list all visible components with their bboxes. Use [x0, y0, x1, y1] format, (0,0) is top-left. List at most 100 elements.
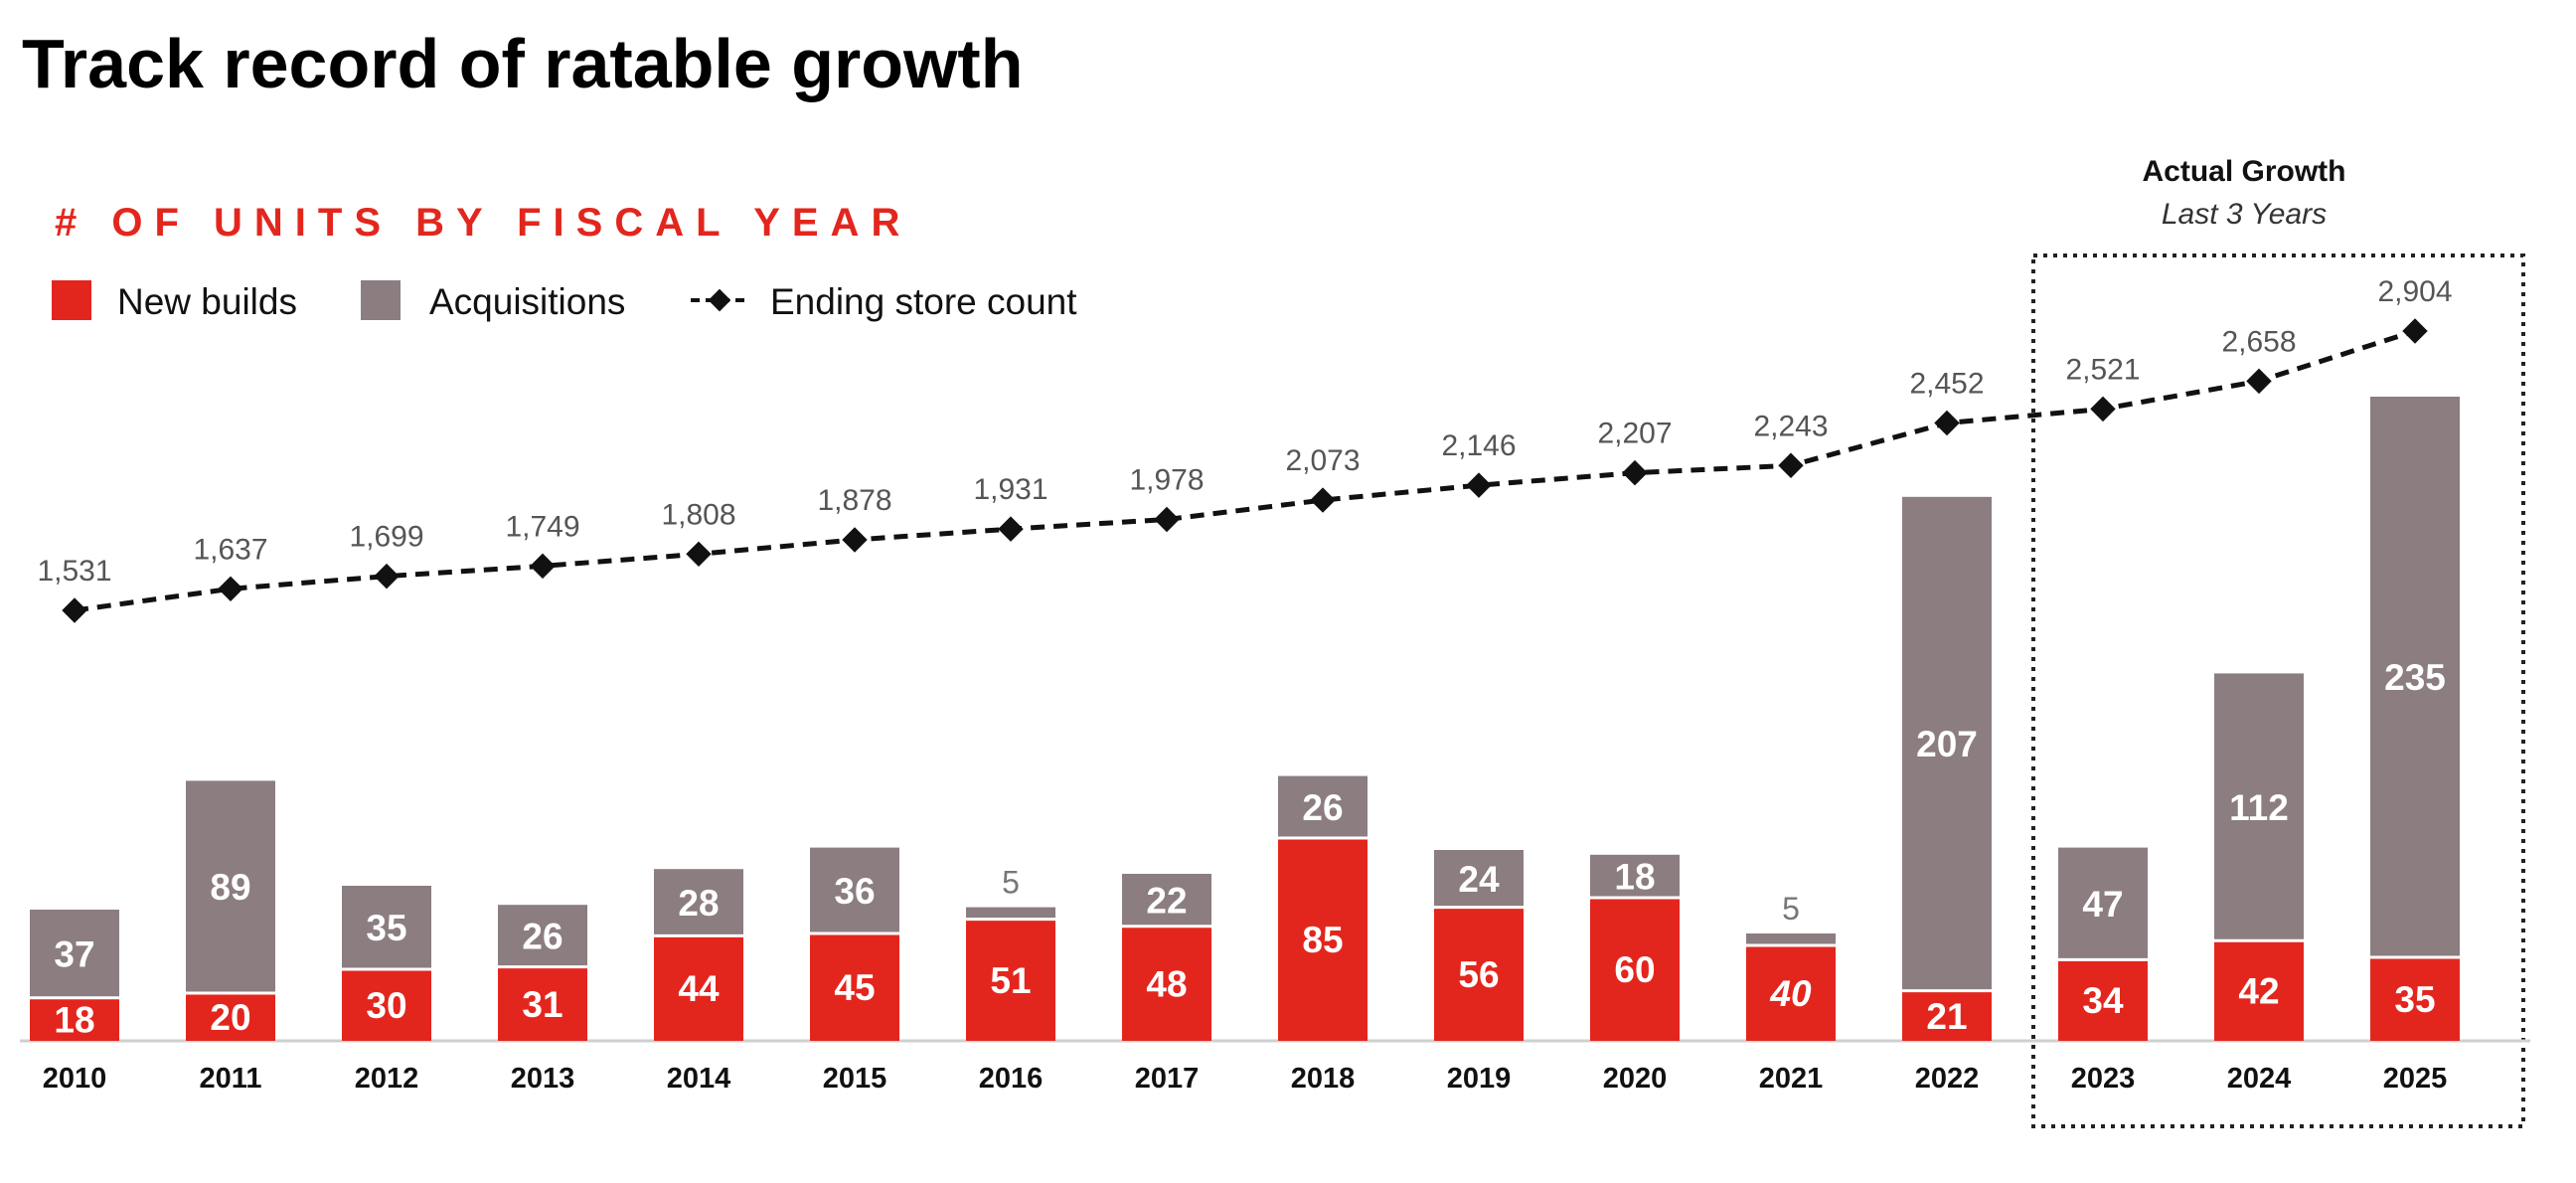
- label-acquisitions-2021: 5: [1782, 891, 1800, 927]
- label-acquisitions-2022: 207: [1916, 724, 1978, 764]
- label-acquisitions-2023: 47: [2082, 884, 2123, 925]
- label-new-builds-2018: 85: [1302, 920, 1343, 960]
- bar-acquisitions-2023: [2058, 847, 2148, 960]
- label-acquisitions-2014: 28: [678, 883, 719, 924]
- bar-acquisitions-2014: [654, 869, 743, 936]
- store-count-line-layer: 1,531 1,637 1,699 1,749 1,808 1,878 1,931 1,978…: [37, 275, 2453, 623]
- bar-acquisitions-2010: [30, 910, 119, 998]
- store-count-marker-2012: [374, 563, 400, 590]
- store-count-label-2010: 1,531: [37, 555, 111, 588]
- store-count-marker-2021: [1778, 452, 1804, 479]
- bar-new-builds-2020: [1590, 898, 1680, 1041]
- bar-acquisitions-2015: [810, 847, 899, 933]
- store-count-label-2015: 1,878: [817, 484, 891, 517]
- label-acquisitions-2011: 89: [210, 867, 250, 908]
- store-count-marker-2011: [218, 576, 243, 602]
- bar-new-builds-2025: [2370, 957, 2460, 1041]
- store-count-marker-2023: [2090, 396, 2116, 422]
- label-new-builds-2025: 35: [2394, 979, 2435, 1020]
- bar-acquisitions-2017: [1122, 874, 1211, 927]
- label-acquisitions-2024: 112: [2229, 787, 2289, 828]
- store-count-label-2024: 2,658: [2221, 325, 2296, 358]
- label-new-builds-2011: 20: [210, 997, 250, 1038]
- label-new-builds-2021: 40: [1769, 973, 1812, 1014]
- bar-new-builds-2012: [342, 969, 431, 1041]
- label-acquisitions-2025: 235: [2384, 657, 2446, 698]
- bar-acquisitions-2016: [966, 907, 1055, 920]
- store-count-label-2021: 2,243: [1753, 410, 1828, 442]
- store-count-label-2023: 2,521: [2065, 353, 2140, 386]
- store-count-label-2017: 1,978: [1129, 464, 1204, 497]
- bar-new-builds-2015: [810, 933, 899, 1041]
- store-count-marker-2022: [1934, 410, 1960, 436]
- label-new-builds-2019: 56: [1458, 954, 1499, 995]
- label-acquisitions-2010: 37: [54, 933, 94, 974]
- x-tick-2018: 2018: [1291, 1063, 1356, 1095]
- bars-layer: 18 37 20 89 30 35 31 26 44 28 45 36 51 5 48 22 85 26 56 24 6…: [30, 397, 2460, 1041]
- legend-label-store-count: Ending store count: [770, 281, 1077, 322]
- label-new-builds-2024: 42: [2238, 971, 2279, 1012]
- x-tick-2014: 2014: [667, 1063, 731, 1095]
- legend-marker-store-count: [708, 288, 731, 312]
- store-count-label-2025: 2,904: [2377, 275, 2452, 308]
- store-count-label-2018: 2,073: [1285, 444, 1360, 477]
- label-acquisitions-2020: 18: [1614, 856, 1655, 897]
- store-count-marker-2024: [2246, 368, 2272, 395]
- label-acquisitions-2019: 24: [1458, 859, 1500, 900]
- x-tick-2012: 2012: [355, 1063, 419, 1095]
- bar-new-builds-2014: [654, 935, 743, 1041]
- bar-new-builds-2024: [2214, 940, 2304, 1041]
- store-count-label-2016: 1,931: [973, 473, 1047, 506]
- label-acquisitions-2015: 36: [834, 871, 875, 912]
- bar-acquisitions-2021: [1746, 933, 1836, 945]
- bar-acquisitions-2024: [2214, 673, 2304, 941]
- bar-acquisitions-2025: [2370, 397, 2460, 957]
- store-count-label-2012: 1,699: [349, 521, 423, 554]
- store-count-label-2011: 1,637: [193, 533, 267, 566]
- x-tick-2010: 2010: [43, 1063, 107, 1095]
- label-new-builds-2010: 18: [54, 999, 94, 1040]
- x-tick-2019: 2019: [1447, 1063, 1512, 1095]
- bar-new-builds-2021: [1746, 945, 1836, 1041]
- bar-acquisitions-2012: [342, 886, 431, 969]
- label-acquisitions-2013: 26: [522, 916, 563, 956]
- x-tick-2016: 2016: [979, 1063, 1044, 1095]
- legend: New builds Acquisitions Ending store cou…: [52, 280, 1077, 322]
- x-tick-2021: 2021: [1759, 1063, 1824, 1095]
- bar-new-builds-2018: [1278, 838, 1368, 1041]
- x-tick-2024: 2024: [2227, 1063, 2292, 1095]
- highlight-subtitle: Last 3 Years: [2162, 198, 2327, 231]
- label-acquisitions-2012: 35: [366, 908, 406, 948]
- store-count-label-2013: 1,749: [505, 510, 579, 543]
- label-new-builds-2014: 44: [678, 968, 720, 1009]
- highlight-title: Actual Growth: [2142, 155, 2345, 188]
- store-count-label-2022: 2,452: [1909, 368, 1984, 401]
- bar-new-builds-2011: [186, 993, 275, 1041]
- store-count-marker-2017: [1154, 506, 1180, 533]
- x-tick-2025: 2025: [2383, 1063, 2448, 1095]
- store-count-line: [74, 328, 2416, 613]
- store-count-marker-2019: [1466, 472, 1492, 498]
- x-tick-2013: 2013: [511, 1063, 575, 1095]
- bar-acquisitions-2013: [498, 905, 587, 967]
- bar-acquisitions-2020: [1590, 854, 1680, 898]
- store-count-marker-2016: [998, 516, 1024, 542]
- legend-swatch-new-builds: [52, 280, 91, 320]
- x-tick-2020: 2020: [1603, 1063, 1668, 1095]
- bar-new-builds-2022: [1902, 990, 1992, 1041]
- label-new-builds-2016: 51: [990, 960, 1031, 1001]
- store-count-label-2014: 1,808: [661, 498, 735, 531]
- x-tick-2022: 2022: [1915, 1063, 1980, 1095]
- highlight-box-border: [2031, 254, 2525, 1128]
- label-new-builds-2013: 31: [522, 984, 563, 1025]
- highlight-box: Actual Growth Last 3 Years: [2031, 155, 2525, 1128]
- chart-subtitle: # OF UNITS BY FISCAL YEAR: [55, 201, 911, 245]
- bar-new-builds-2016: [966, 919, 1055, 1041]
- x-tick-2023: 2023: [2071, 1063, 2136, 1095]
- store-count-marker-2025: [2402, 318, 2428, 344]
- store-count-marker-2015: [842, 527, 868, 553]
- store-count-marker-2013: [530, 553, 556, 580]
- store-count-label-2020: 2,207: [1597, 418, 1672, 450]
- label-new-builds-2015: 45: [834, 967, 875, 1008]
